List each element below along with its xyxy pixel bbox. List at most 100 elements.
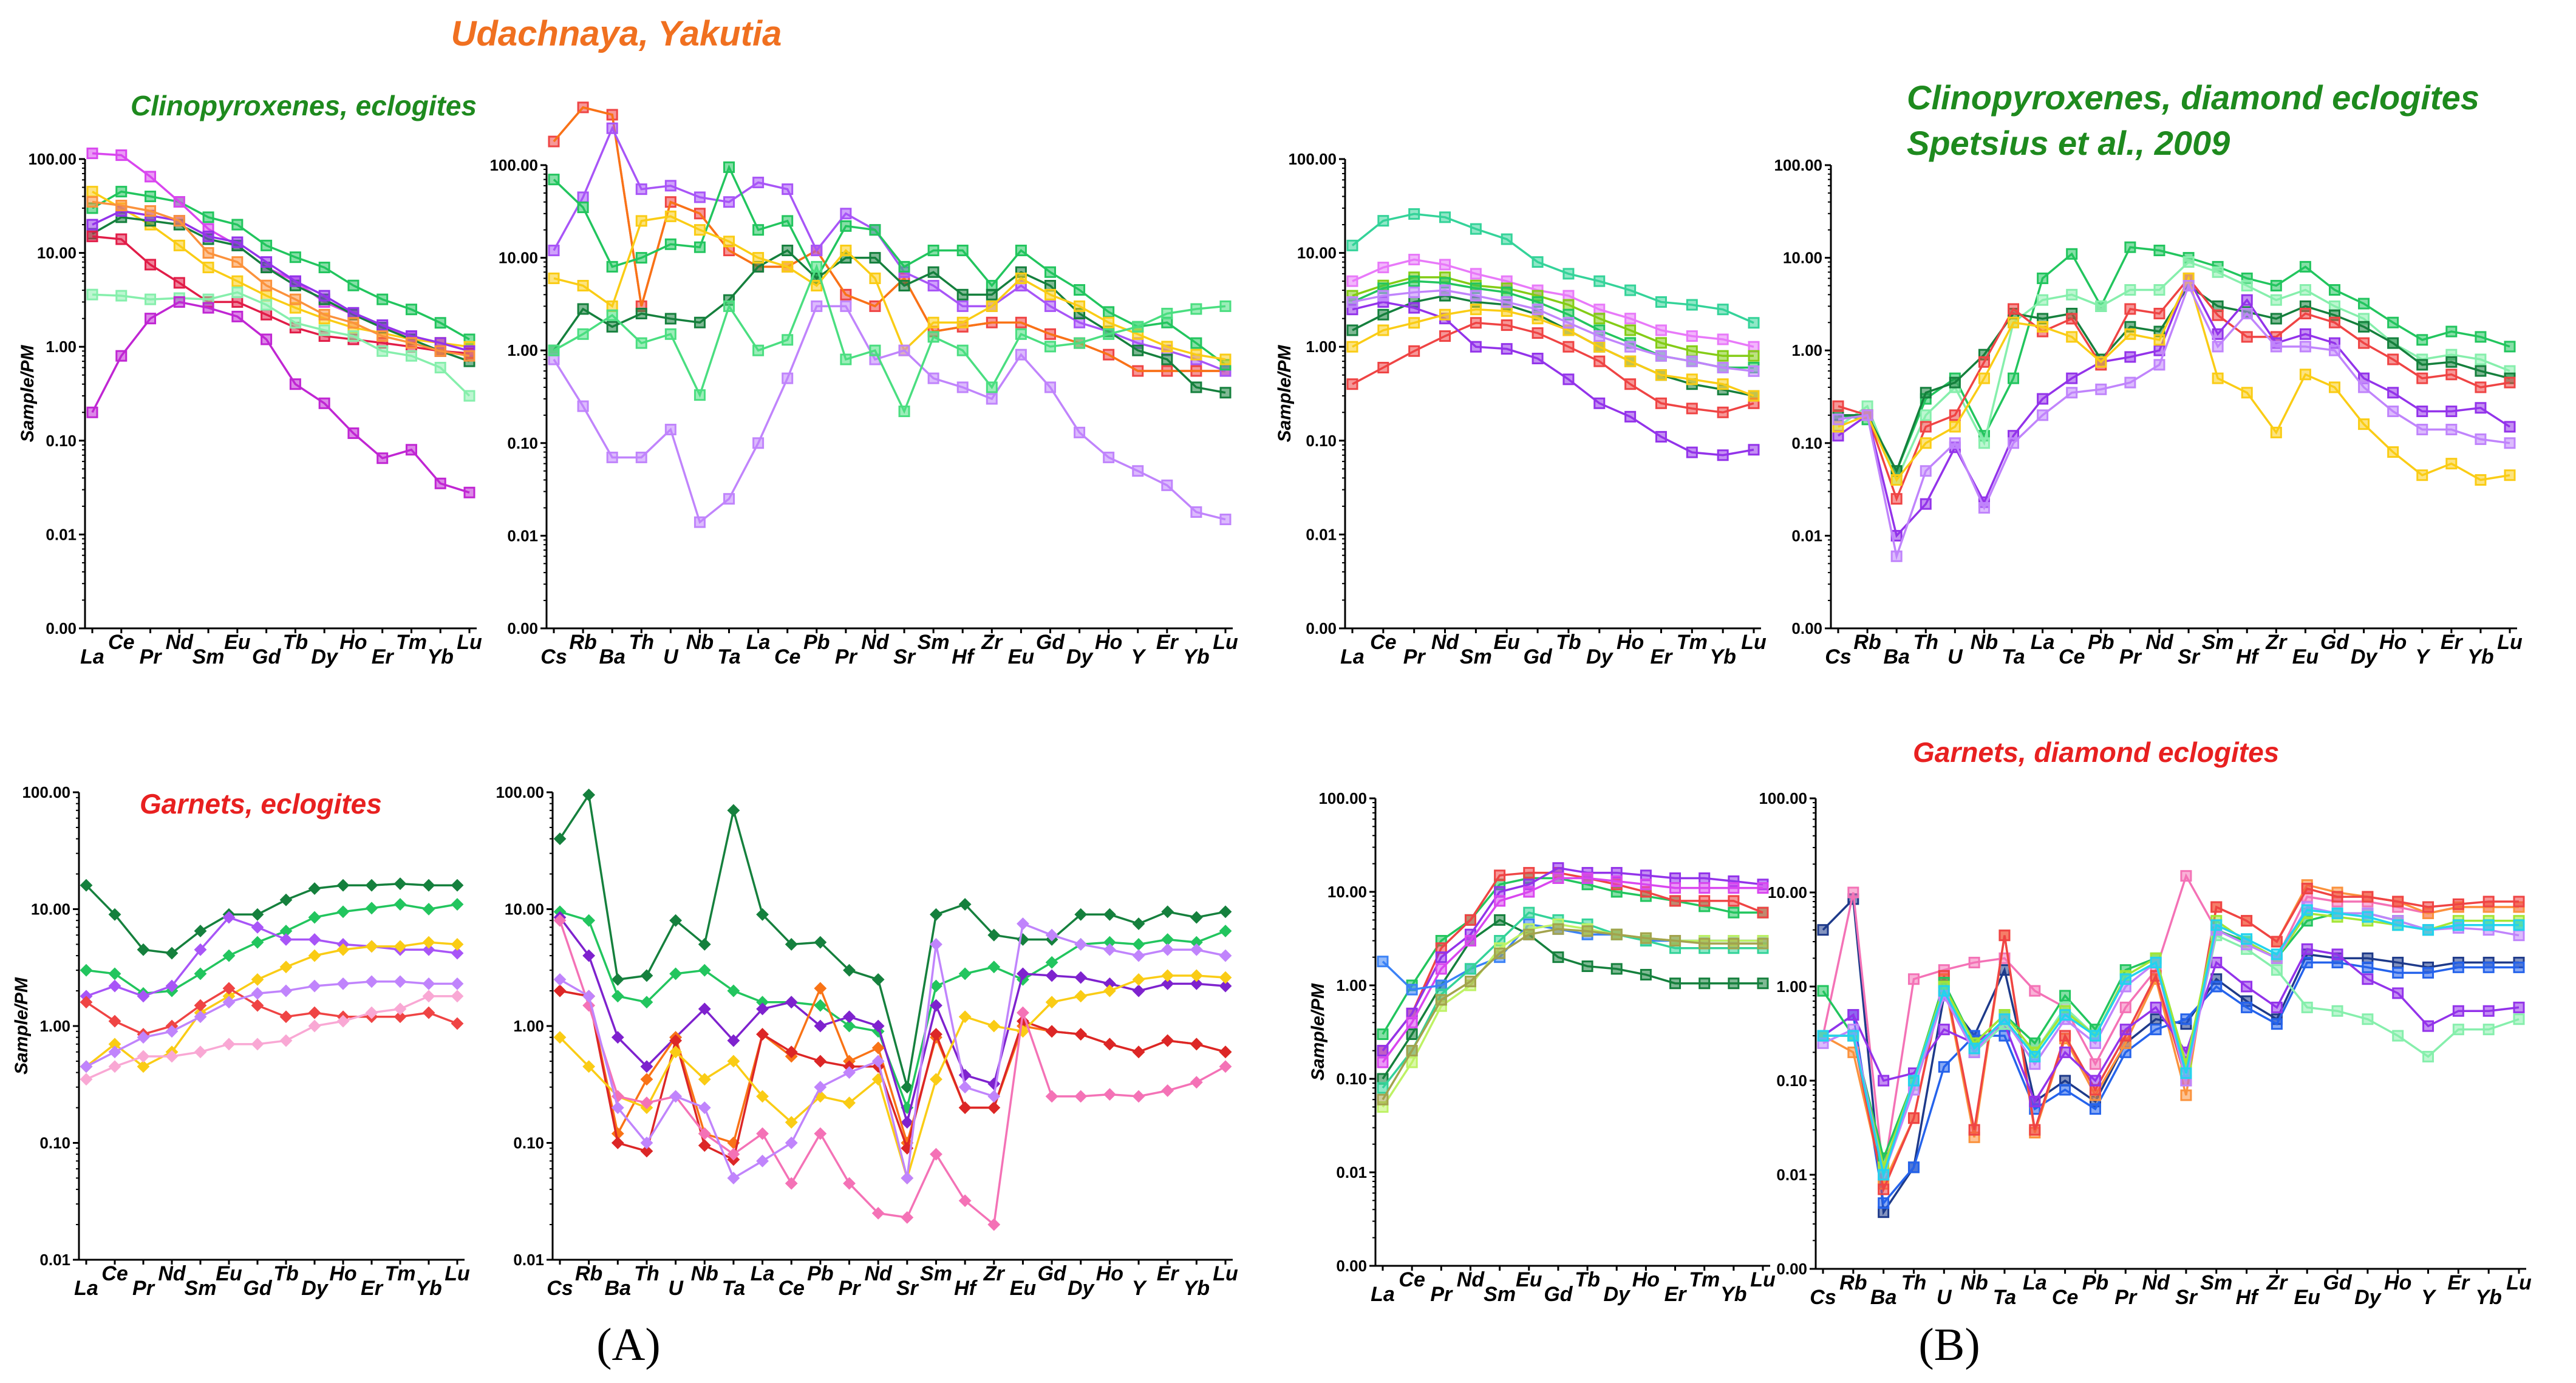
data-point	[86, 288, 98, 301]
data-point	[2301, 943, 2313, 955]
data-point	[194, 1010, 207, 1024]
data-point	[1439, 308, 1451, 321]
data-point	[1907, 973, 1920, 985]
x-tick-label-cs: Cs	[1810, 1286, 1836, 1309]
data-point	[1377, 361, 1389, 373]
data-point	[1190, 348, 1202, 361]
data-point	[1470, 304, 1482, 316]
data-point	[1757, 882, 1769, 894]
y-tick-label: 10.00	[1783, 249, 1822, 267]
data-point	[1640, 932, 1652, 944]
data-point	[394, 940, 407, 953]
data-point	[1464, 963, 1476, 975]
data-point	[1017, 917, 1029, 930]
data-point	[2095, 383, 2107, 395]
data-point	[1847, 1030, 1859, 1042]
x-tick-label-ho: Ho	[1617, 631, 1644, 654]
data-point	[1686, 446, 1698, 458]
data-point	[451, 990, 464, 1003]
data-point	[318, 324, 330, 336]
data-point	[1890, 493, 1903, 505]
data-point	[2482, 1024, 2495, 1036]
data-point	[869, 344, 881, 356]
data-point	[548, 174, 560, 186]
data-point	[1978, 501, 1990, 514]
data-point	[1748, 390, 1760, 402]
data-point	[1377, 1028, 1389, 1041]
data-point	[145, 293, 157, 305]
data-point	[2180, 1067, 2192, 1079]
y-tick-label: 0.01	[1776, 1166, 1807, 1184]
data-point	[1219, 300, 1232, 312]
x-tick-label-nb: Nb	[1971, 631, 1998, 654]
x-tick-label-lu: Lu	[1213, 631, 1238, 654]
data-point	[394, 1010, 407, 1024]
data-point	[611, 1137, 624, 1149]
x-tick-label-gd: Gd	[1523, 645, 1552, 668]
data-point	[1717, 350, 1729, 362]
data-point	[2504, 469, 2516, 481]
data-point	[752, 437, 765, 449]
data-point	[279, 960, 293, 974]
y-tick-label: 1.00	[46, 338, 77, 356]
data-point	[1470, 317, 1482, 329]
data-point	[840, 353, 852, 365]
data-point	[785, 1116, 798, 1129]
data-point	[2059, 1046, 2071, 1058]
data-point	[2331, 1005, 2343, 1017]
data-point	[1132, 917, 1145, 930]
y-tick-label: 100.00	[496, 783, 544, 801]
data-point	[365, 940, 378, 953]
series-line-s1	[559, 792, 1226, 1088]
data-point	[145, 191, 157, 203]
data-point	[1686, 345, 1698, 357]
data-point	[871, 1041, 885, 1055]
data-point	[898, 344, 910, 356]
data-point	[987, 1218, 1001, 1231]
data-point	[553, 832, 567, 846]
data-point	[1377, 1045, 1389, 1057]
data-point	[930, 1028, 942, 1041]
data-point	[2180, 870, 2192, 882]
data-point	[1655, 296, 1667, 308]
data-point	[1523, 867, 1535, 879]
data-point	[958, 1010, 972, 1024]
data-point	[756, 1002, 769, 1016]
data-point	[2066, 387, 2078, 399]
data-point	[137, 1050, 150, 1063]
data-point	[2331, 891, 2343, 903]
data-point	[2299, 369, 2311, 381]
data-point	[1346, 275, 1358, 287]
series-line-s2	[553, 106, 1225, 372]
data-point	[2422, 901, 2435, 913]
data-point	[958, 1194, 972, 1208]
data-point	[1968, 956, 1980, 968]
data-point	[2392, 967, 2404, 979]
y-tick-label: 100.00	[1318, 789, 1367, 807]
data-point	[279, 1034, 293, 1047]
data-point	[2153, 307, 2165, 319]
x-tick-label-y: Y	[1131, 645, 1147, 668]
data-point	[1044, 381, 1056, 393]
data-point	[2270, 280, 2282, 292]
data-point	[2066, 248, 2078, 260]
data-point	[606, 451, 618, 463]
data-point	[2119, 973, 2131, 985]
data-point	[1655, 397, 1667, 409]
x-tick-label-eu: Eu	[1494, 631, 1521, 654]
x-tick-label-ce: Ce	[101, 1262, 128, 1285]
data-point	[811, 280, 823, 292]
x-tick-label-sm: Sm	[193, 645, 225, 668]
x-tick-label-ce: Ce	[2052, 1286, 2078, 1309]
panel-label-a: (A)	[596, 1319, 661, 1370]
data-point	[1699, 895, 1711, 907]
data-point	[1624, 284, 1637, 296]
y-tick-label: 0.01	[507, 526, 538, 545]
data-point	[1074, 284, 1086, 296]
data-point	[1757, 906, 1769, 919]
data-point	[2392, 1030, 2404, 1042]
series-line-s6	[92, 209, 470, 352]
data-point	[1408, 302, 1420, 314]
data-point	[1406, 1016, 1418, 1028]
